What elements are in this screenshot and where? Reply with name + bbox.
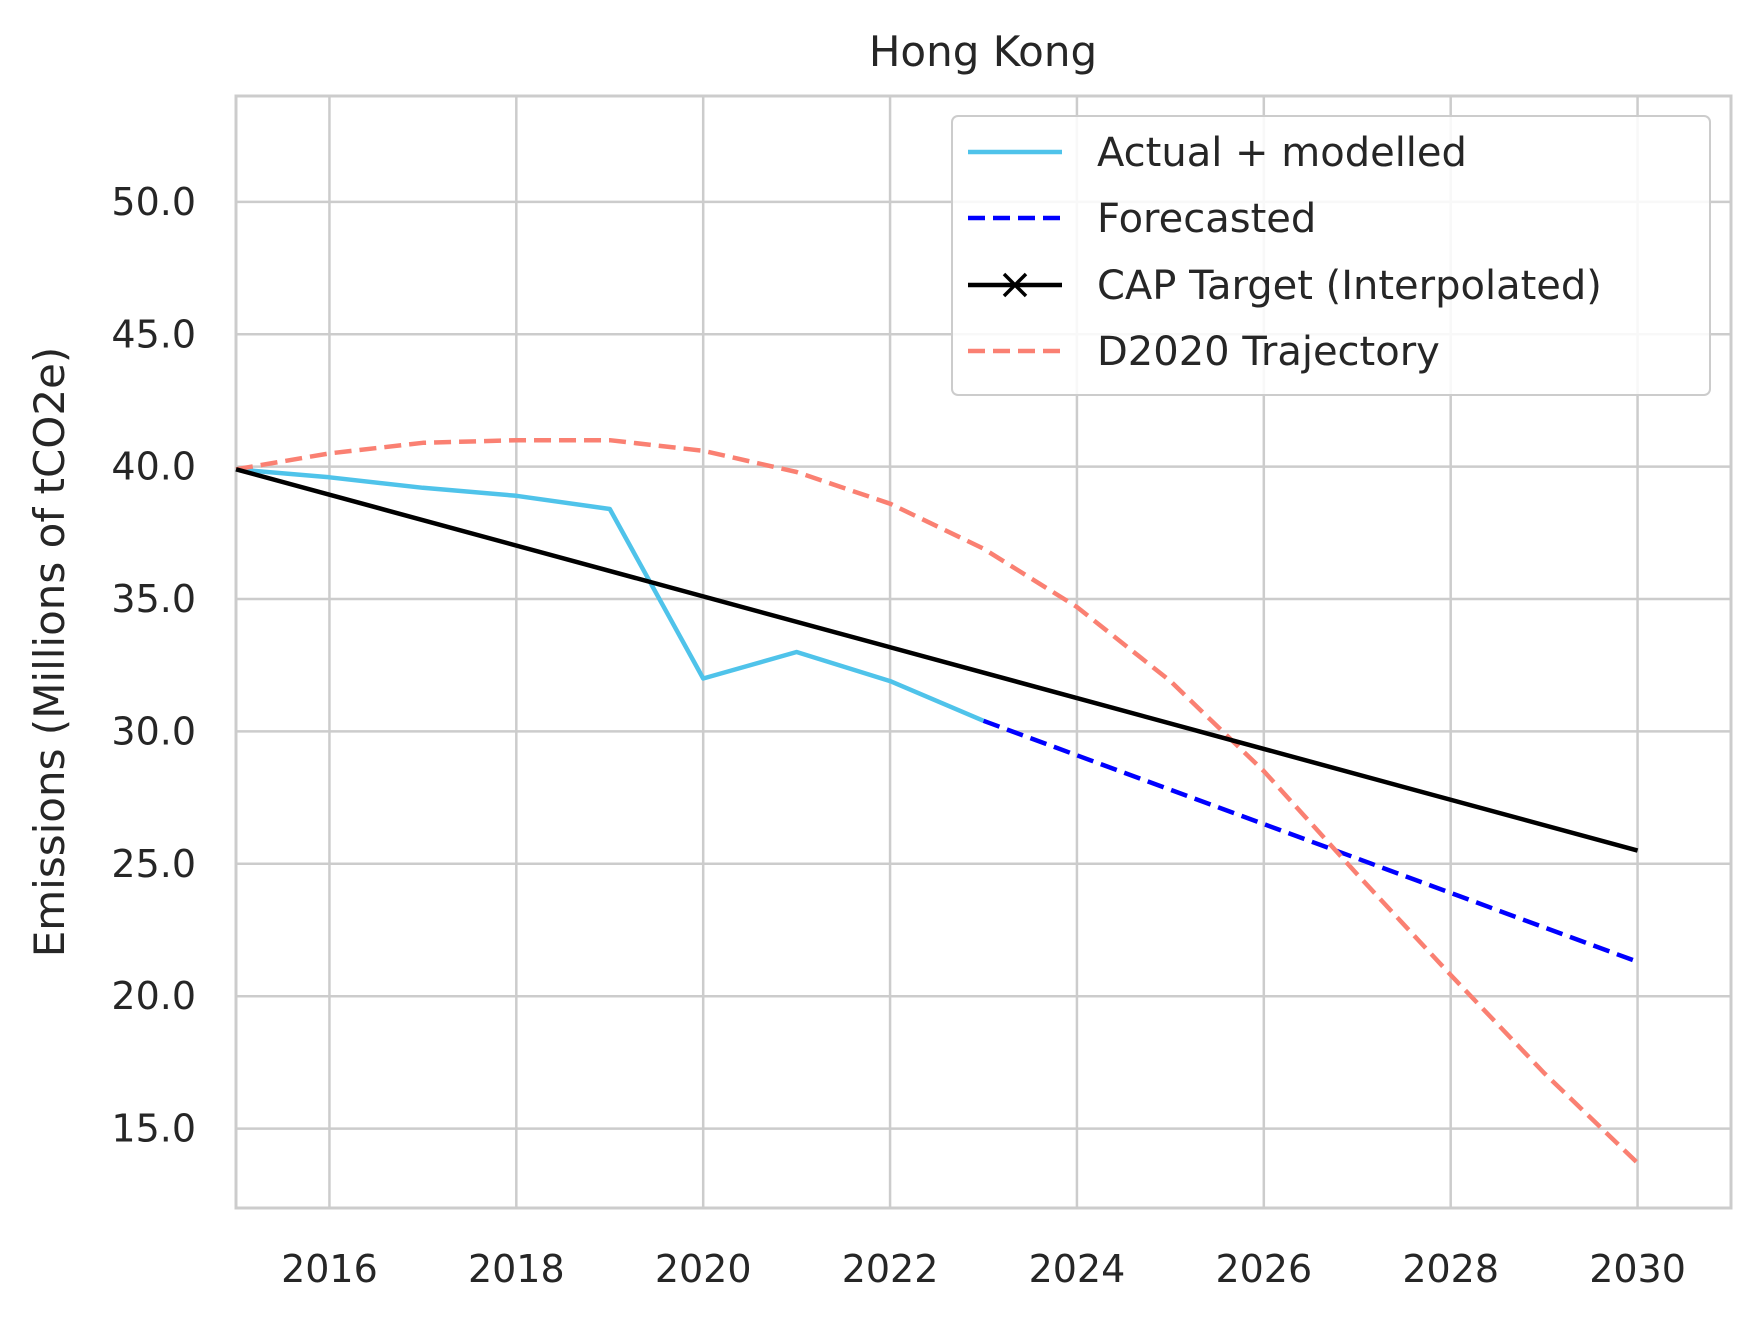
- y-tick-label: 50.0: [111, 180, 196, 224]
- x-tick-label: 2018: [468, 1247, 565, 1291]
- series-line-actual-modelled: [235, 467, 985, 723]
- y-tick-label: 30.0: [111, 709, 196, 753]
- x-marker-icon: [1002, 272, 1028, 298]
- x-tick-label: 2030: [1589, 1247, 1686, 1291]
- legend-frame: [951, 115, 1711, 396]
- x-tick-label: 2024: [1029, 1247, 1126, 1291]
- series-layer: [235, 437, 1640, 1165]
- plot-frame: [234, 94, 1733, 1210]
- y-tick-labels: 15.0 20.0 25.0 30.0 35.0 40.0 45.0 50.0: [111, 180, 196, 1151]
- series-line-forecasted: [982, 718, 1639, 964]
- legend-label: Actual + modelled: [1097, 130, 1467, 176]
- x-tick-label: 2020: [655, 1247, 752, 1291]
- x-tick-label: 2026: [1215, 1247, 1312, 1291]
- x-tick-labels: 2016 2018 2020 2022 2024 2026 2028 2030: [281, 1247, 1686, 1291]
- legend-label: Forecasted: [1097, 196, 1316, 242]
- y-tick-label: 45.0: [111, 312, 196, 356]
- legend-label: D2020 Trajectory: [1097, 329, 1440, 375]
- x-tick-label: 2028: [1402, 1247, 1499, 1291]
- y-tick-label: 35.0: [111, 577, 196, 621]
- y-tick-label: 40.0: [111, 445, 196, 489]
- series-line-cap-target-interpolated: [235, 467, 1639, 853]
- legend: Actual + modelled Forecasted CAP Target (I…: [951, 115, 1711, 396]
- y-tick-label: 15.0: [111, 1107, 196, 1151]
- x-tick-label: 2022: [842, 1247, 939, 1291]
- chart-title: Hong Kong: [869, 27, 1097, 76]
- legend-label: CAP Target (Interpolated): [1097, 263, 1602, 309]
- series-line-d2020-trajectory: [235, 437, 1640, 1165]
- y-axis-label: Emissions (Millions of tCO2e): [25, 347, 74, 958]
- y-tick-label: 20.0: [111, 974, 196, 1018]
- y-tick-label: 25.0: [111, 842, 196, 886]
- x-tick-label: 2016: [281, 1247, 378, 1291]
